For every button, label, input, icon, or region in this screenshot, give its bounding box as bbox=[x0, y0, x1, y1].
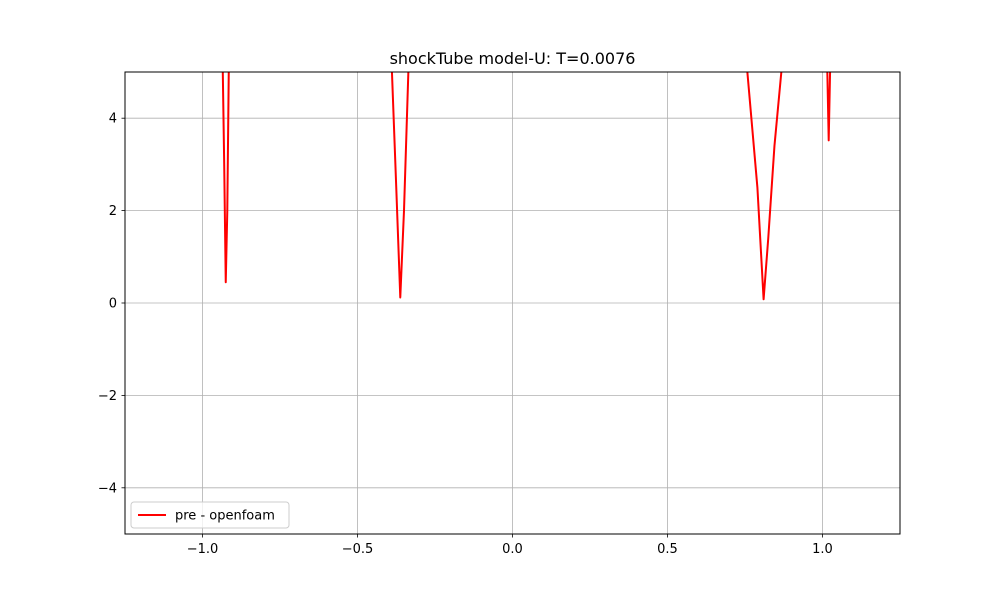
x-tick-label: −0.5 bbox=[342, 542, 374, 557]
series-line-segment bbox=[390, 72, 410, 299]
legend-label: pre - openfoam bbox=[175, 509, 275, 524]
grid bbox=[125, 72, 900, 534]
y-tick-label: 2 bbox=[109, 204, 117, 219]
y-tick-label: −2 bbox=[98, 389, 117, 404]
y-tick-label: 4 bbox=[109, 112, 117, 127]
x-tick-label: 1.0 bbox=[812, 542, 833, 557]
y-tick-label: 0 bbox=[109, 297, 117, 312]
legend-box bbox=[130, 501, 290, 529]
chart-title: shockTube model-U: T=0.0076 bbox=[390, 49, 636, 68]
x-tick-label: 0.5 bbox=[657, 542, 678, 557]
y-tick-label: −4 bbox=[98, 481, 117, 496]
series-line-segment bbox=[826, 72, 832, 142]
x-tick-label: −1.0 bbox=[187, 542, 219, 557]
series-lines bbox=[221, 72, 832, 301]
series-line-segment bbox=[746, 72, 783, 301]
series-line-segment bbox=[221, 72, 230, 284]
x-tick-label: 0.0 bbox=[502, 542, 523, 557]
legend: pre - openfoam bbox=[130, 501, 290, 529]
ticks: −1.0 −0.5 0.0 0.5 1.0 −4 −2 0 2 4 bbox=[98, 112, 833, 557]
